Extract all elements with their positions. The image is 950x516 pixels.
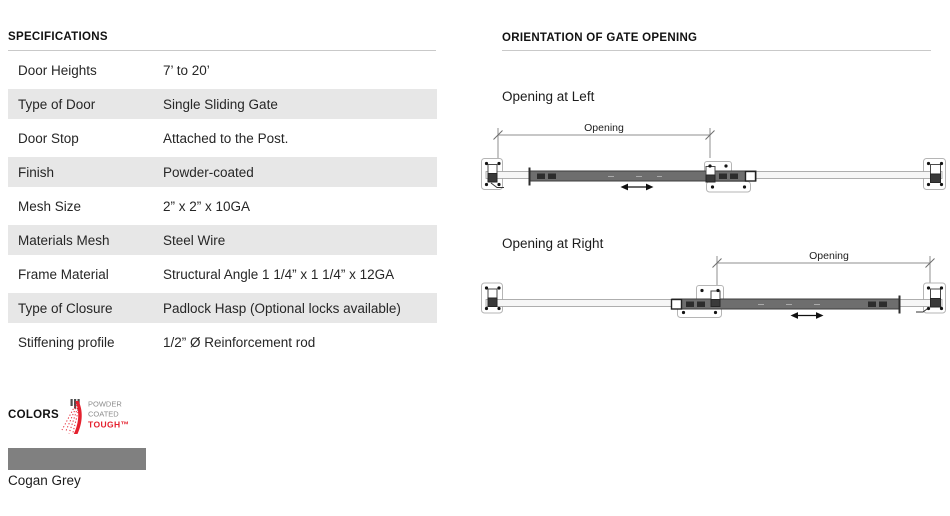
diagram-opening-left: Opening [481, 122, 946, 193]
logo-line-coated: COATED [88, 410, 119, 419]
color-swatch-name: Cogan Grey [8, 473, 81, 488]
door-stop-hook [490, 182, 504, 188]
colors-title: COLORS [8, 409, 59, 421]
spec-row-label: Door Heights [18, 62, 97, 78]
diagram-opening-right: Opening [481, 250, 946, 319]
spec-row: Mesh Size 2” x 2” x 10GA [8, 191, 437, 221]
gate-panel [528, 167, 757, 186]
dimension-opening [493, 128, 715, 159]
spec-row-value: Steel Wire [163, 232, 226, 248]
spec-row-value: Attached to the Post. [163, 130, 289, 146]
specifications-title: SPECIFICATIONS [8, 31, 108, 43]
spec-row-label: Stiffening profile [18, 334, 115, 350]
orientation-title: ORIENTATION OF GATE OPENING [502, 32, 698, 44]
gate-panel [670, 295, 901, 314]
spec-row-value: 2” x 2” x 10GA [163, 198, 251, 214]
spec-row-value: 7’ to 20’ [163, 62, 210, 78]
spec-row-value: Powder-coated [163, 164, 254, 180]
spec-row: Finish Powder-coated [8, 157, 437, 187]
dimension-opening-label: Opening [809, 250, 849, 262]
spec-row-label: Door Stop [18, 130, 79, 146]
spec-row-value: Padlock Hasp (Optional locks available) [163, 300, 401, 316]
spec-row-label: Type of Door [18, 96, 96, 112]
gate-latch [670, 298, 683, 310]
spec-row-label: Materials Mesh [18, 232, 110, 248]
bolt-dots [484, 161, 944, 189]
spec-row-label: Mesh Size [18, 198, 82, 214]
spec-row-label: Frame Material [18, 266, 109, 282]
spec-row: Door Stop Attached to the Post. [8, 123, 437, 153]
diagram-label-opening-left: Opening at Left [502, 89, 595, 104]
spec-row: Stiffening profile 1/2” Ø Reinforcement … [8, 327, 437, 357]
spec-row-value: 1/2” Ø Reinforcement rod [163, 334, 316, 350]
diagram-label-opening-right: Opening at Right [502, 236, 604, 251]
orientation-divider [502, 50, 931, 51]
spec-row-value: Structural Angle 1 1/4” x 1 1/4” x 12GA [163, 266, 395, 282]
gate-latch [744, 170, 757, 182]
slide-direction-arrow [620, 183, 654, 191]
spec-row: Frame Material Structural Angle 1 1/4” x… [8, 259, 437, 289]
dimension-opening-label: Opening [584, 122, 624, 134]
logo-line-tough: TOUGH™ [88, 420, 129, 430]
specifications-divider [8, 50, 436, 51]
logo-line-powder: POWDER [88, 400, 122, 409]
bolt-dots [484, 286, 944, 315]
spec-row-label: Finish [18, 164, 55, 180]
post-brackets [487, 164, 941, 188]
spec-row-value: Single Sliding Gate [163, 96, 278, 112]
slide-direction-arrow [790, 312, 824, 319]
spec-row-label: Type of Closure [18, 300, 113, 316]
spec-row: Type of Door Single Sliding Gate [8, 89, 437, 119]
spec-row: Type of Closure Padlock Hasp (Optional l… [8, 293, 437, 323]
color-swatch-cogan-grey [8, 448, 146, 470]
specifications-table: Door Heights 7’ to 20’ Type of Door Sing… [8, 55, 437, 361]
powder-coated-tough-logo-icon: POWDER COATED TOUGH™ [61, 399, 129, 435]
spec-row: Door Heights 7’ to 20’ [8, 55, 437, 85]
spec-row: Materials Mesh Steel Wire [8, 225, 437, 255]
post-brackets [487, 288, 941, 313]
